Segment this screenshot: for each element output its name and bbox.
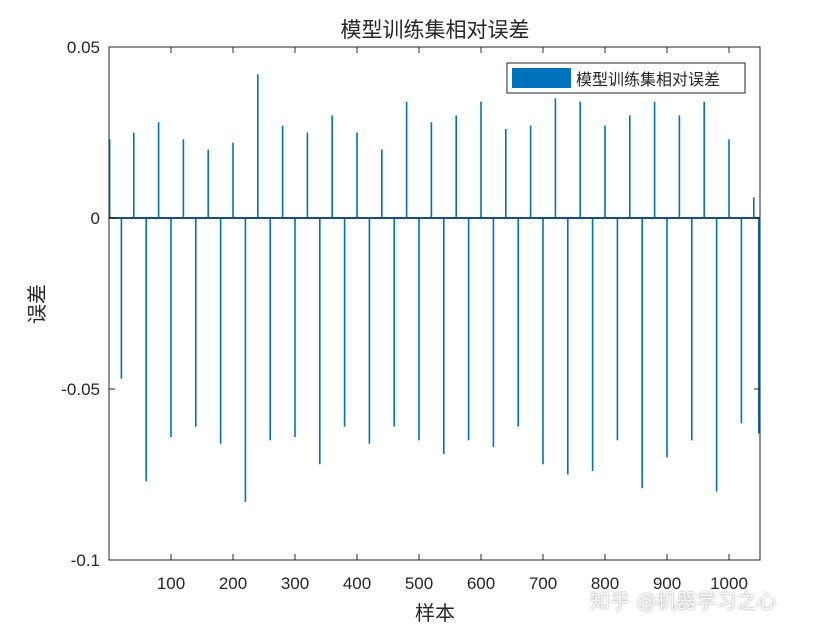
bar [666,218,668,458]
bar [728,139,730,218]
y-tick-label: -0.1 [71,551,100,570]
bar [108,139,111,218]
x-tick-label: 600 [467,574,495,593]
bar [269,218,271,441]
x-tick-label: 100 [157,574,185,593]
bar [715,218,718,492]
x-tick-label: 500 [405,574,433,593]
bar [182,139,185,218]
chart-title: 模型训练集相对误差 [341,18,530,42]
y-tick-label: -0.05 [61,380,100,399]
bar [319,218,321,465]
x-tick-label: 400 [343,574,371,593]
legend: 模型训练集相对误差 [506,62,746,94]
bar [257,74,259,218]
bar [145,218,147,482]
x-tick-label: 700 [529,574,557,593]
bar [356,132,358,218]
bar [195,218,197,427]
bar [368,218,371,444]
bar [281,125,284,218]
bar [418,218,420,441]
y-tick-label: 0.05 [67,38,100,57]
bar [306,132,309,218]
bar [641,218,643,489]
bar [653,101,656,218]
bar [443,218,445,454]
x-tick-label: 300 [281,574,309,593]
y-axis-label: 误差 [25,284,49,324]
watermark: 知乎 @机器学习之心 [590,589,777,613]
bar [480,101,482,218]
bar [740,218,743,424]
bar [244,218,247,502]
bar [405,101,408,218]
bar [691,218,693,441]
bar [467,218,470,441]
x-tick-label: 800 [591,574,619,593]
legend-swatch [512,68,571,88]
bar [542,218,544,465]
bar [753,197,755,218]
x-axis-ticks: 100 200 300 400 500 600 700 800 900 1000 [157,47,748,593]
bar [505,129,507,218]
x-axis-label: 样本 [415,601,455,625]
bar [294,218,296,437]
bar [343,218,346,427]
y-tick-label: 0 [91,209,100,228]
bar [567,218,569,475]
y-axis-ticks: -0.1 -0.05 0 0.05 [61,38,760,570]
bar [170,218,172,437]
bar [381,149,383,218]
bar [678,115,681,218]
bar [120,218,123,379]
bar [133,132,135,218]
bar [629,115,631,218]
bar [430,122,433,218]
x-tick-label: 1000 [710,574,748,593]
bar [455,115,457,218]
bar [492,218,495,448]
bar [529,125,532,218]
bar [616,218,619,441]
bar [393,218,395,427]
bar [757,218,760,434]
x-tick-label: 200 [219,574,247,593]
bar [579,101,581,218]
bar [604,125,606,218]
bar [219,218,222,444]
axes-box [108,46,761,561]
bar [554,98,557,218]
bar [157,122,160,218]
bar [207,149,209,218]
legend-label: 模型训练集相对误差 [576,70,720,89]
x-tick-label: 900 [653,574,681,593]
bar [331,115,333,218]
bar [517,218,519,427]
bar [232,142,234,218]
bar [703,101,705,218]
bars-group [108,74,760,502]
bar [591,218,594,472]
